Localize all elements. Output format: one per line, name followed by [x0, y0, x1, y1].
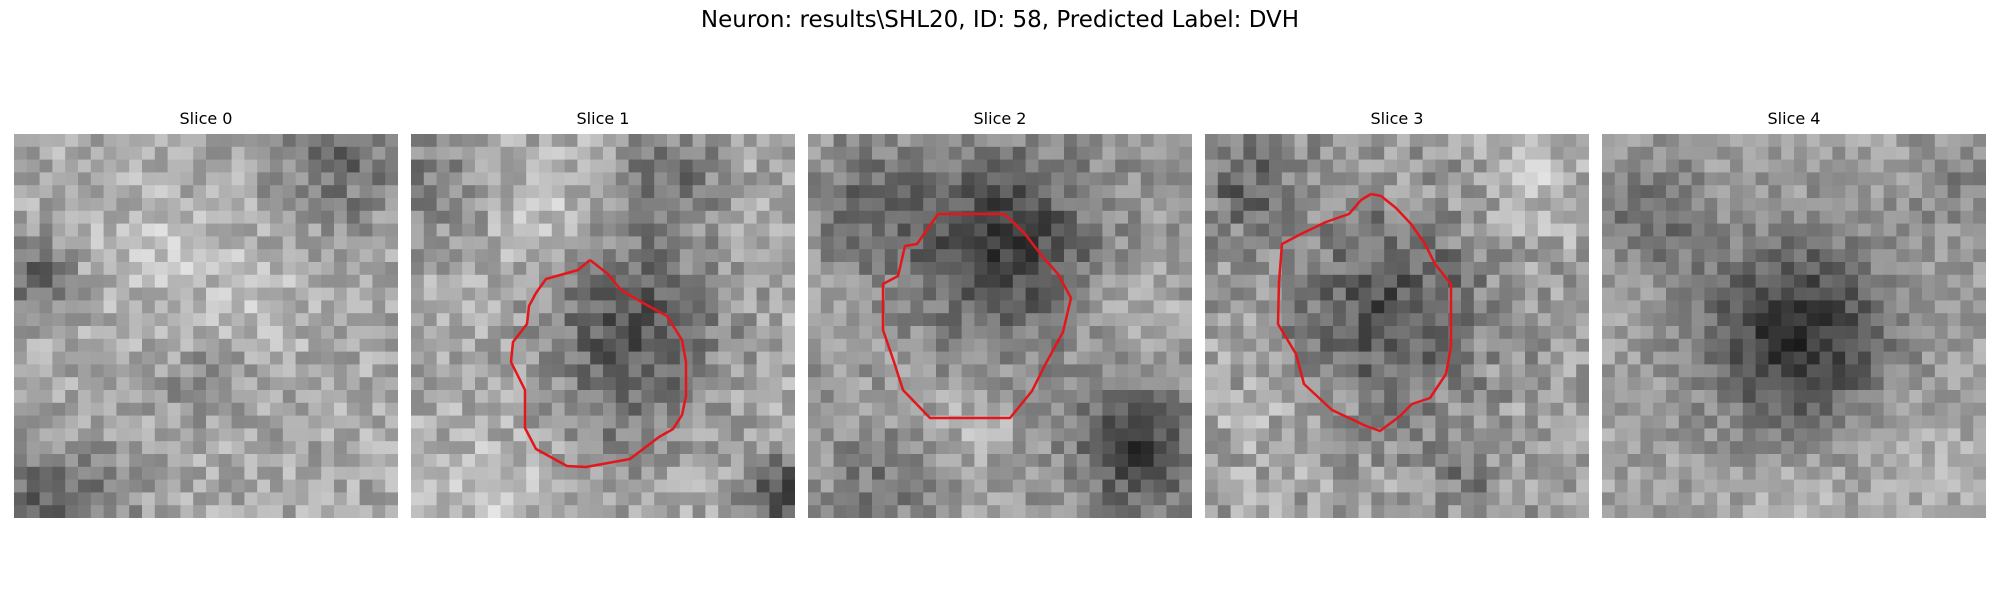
slice-image	[1205, 134, 1589, 518]
roi-contour	[509, 259, 688, 469]
slice-title: Slice 2	[973, 109, 1027, 128]
slice-panel-1: Slice 1	[411, 108, 795, 518]
slice-title: Slice 0	[179, 109, 233, 128]
slice-panel-0: Slice 0	[14, 108, 398, 518]
slice-title: Slice 3	[1370, 109, 1424, 128]
figure-title: Neuron: results\SHL20, ID: 58, Predicted…	[700, 7, 1300, 33]
slice-panel-2: Slice 2	[808, 108, 1192, 518]
slice-panel-4: Slice 4	[1602, 108, 1986, 518]
slice-title: Slice 1	[576, 109, 630, 128]
slice-panel-3: Slice 3	[1205, 108, 1589, 518]
slice-title: Slice 4	[1767, 109, 1821, 128]
slice-image	[14, 134, 398, 518]
slice-image	[411, 134, 795, 518]
slice-image	[1602, 134, 1986, 518]
roi-contour	[881, 212, 1073, 420]
roi-contour	[1276, 192, 1453, 433]
slice-image	[808, 134, 1192, 518]
